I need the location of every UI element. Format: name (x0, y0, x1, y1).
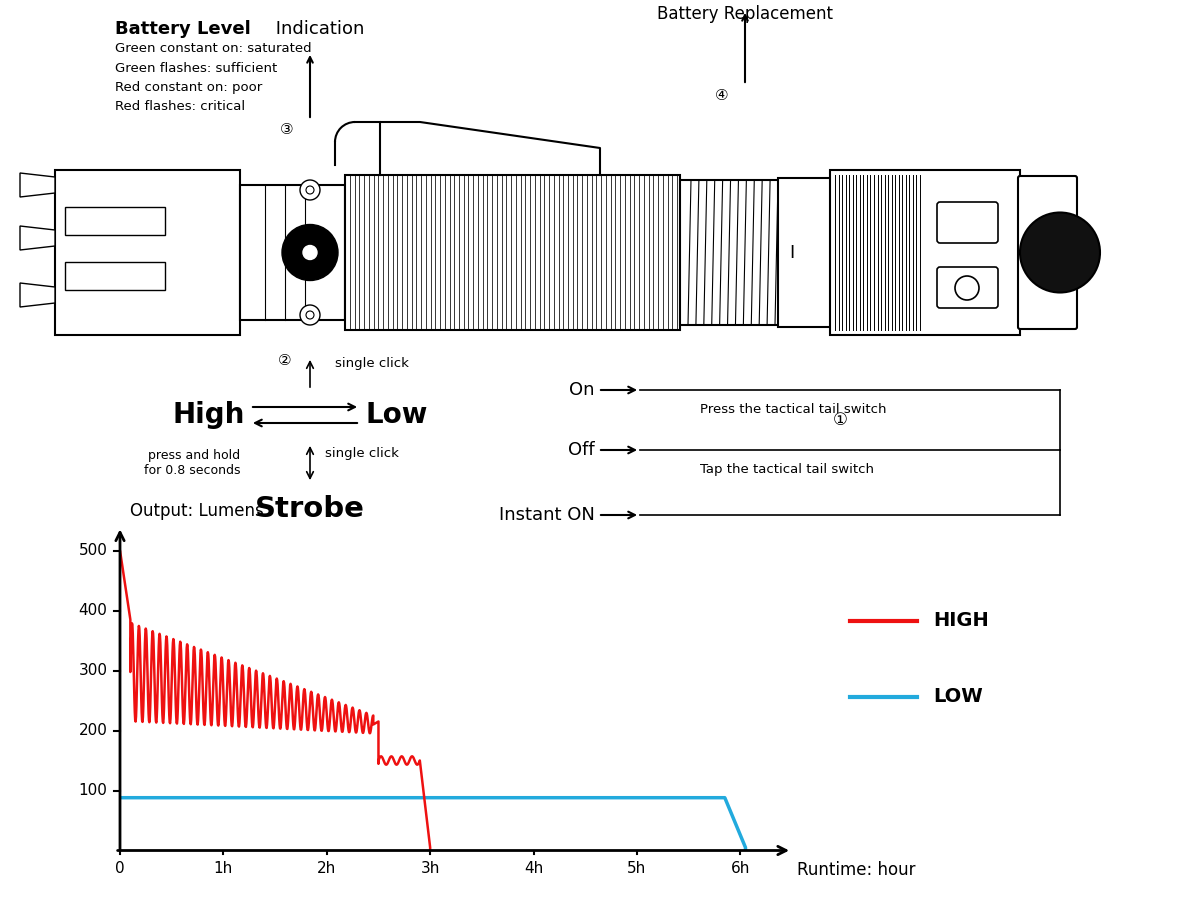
Text: Battery Level: Battery Level (115, 20, 251, 38)
Circle shape (300, 180, 320, 200)
Text: Low: Low (365, 401, 427, 429)
Text: ①: ① (833, 411, 847, 429)
Text: 4h: 4h (524, 861, 544, 877)
Circle shape (302, 246, 317, 259)
Text: 200: 200 (79, 723, 108, 738)
Text: I: I (790, 244, 794, 262)
Text: Green constant on: saturated
Green flashes: sufficient
Red constant on: poor
Red: Green constant on: saturated Green flash… (115, 42, 312, 113)
Text: 3h: 3h (420, 861, 440, 877)
Text: 500: 500 (79, 543, 108, 558)
Text: On: On (570, 381, 595, 399)
Text: LOW: LOW (934, 687, 983, 707)
Polygon shape (20, 283, 55, 307)
Text: press and hold
for 0.8 seconds: press and hold for 0.8 seconds (144, 449, 240, 477)
FancyBboxPatch shape (1018, 176, 1078, 329)
FancyBboxPatch shape (65, 262, 166, 290)
FancyBboxPatch shape (937, 267, 998, 308)
FancyBboxPatch shape (65, 207, 166, 235)
Circle shape (1020, 212, 1100, 292)
Text: 400: 400 (79, 603, 108, 618)
Text: single click: single click (325, 446, 398, 460)
Text: ③: ③ (280, 122, 294, 137)
Text: HIGH: HIGH (934, 611, 989, 631)
Text: ②: ② (278, 353, 292, 368)
Text: Runtime: hour: Runtime: hour (797, 861, 916, 879)
Polygon shape (20, 173, 55, 197)
Text: Tap the tactical tail switch: Tap the tactical tail switch (700, 463, 874, 476)
FancyBboxPatch shape (937, 202, 998, 243)
FancyBboxPatch shape (680, 180, 780, 325)
FancyBboxPatch shape (55, 170, 240, 335)
Text: ④: ④ (715, 88, 728, 103)
FancyBboxPatch shape (778, 178, 833, 327)
Circle shape (282, 224, 338, 281)
Circle shape (300, 305, 320, 325)
Text: Output: Lumens: Output: Lumens (131, 502, 264, 520)
FancyBboxPatch shape (830, 170, 1020, 335)
Text: 6h: 6h (731, 861, 750, 877)
Text: Strobe: Strobe (256, 495, 365, 523)
Text: 0: 0 (115, 861, 125, 877)
Text: Press the tactical tail switch: Press the tactical tail switch (700, 403, 887, 416)
Polygon shape (20, 226, 55, 250)
Text: single click: single click (335, 357, 409, 370)
FancyBboxPatch shape (240, 185, 346, 320)
Text: 100: 100 (79, 783, 108, 798)
Text: Battery Replacement: Battery Replacement (658, 5, 833, 23)
Text: 1h: 1h (214, 861, 233, 877)
Text: Off: Off (569, 441, 595, 459)
Text: 300: 300 (78, 663, 108, 678)
Text: Instant ON: Instant ON (499, 506, 595, 524)
FancyBboxPatch shape (346, 175, 680, 330)
Text: 5h: 5h (628, 861, 647, 877)
Text: 2h: 2h (317, 861, 336, 877)
Text: High: High (173, 401, 245, 429)
Text: Indication: Indication (270, 20, 365, 38)
